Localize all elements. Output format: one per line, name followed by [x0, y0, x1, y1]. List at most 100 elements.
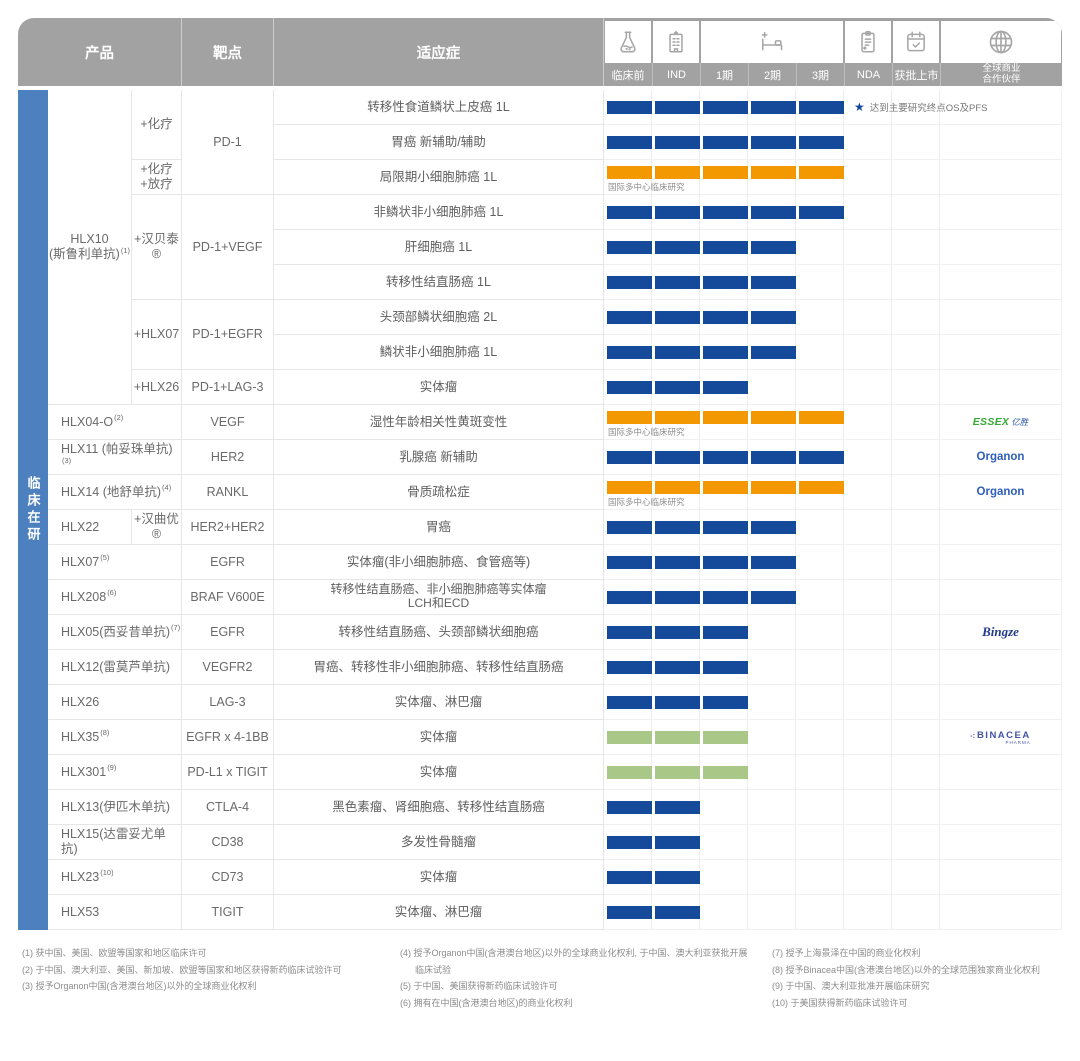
indication-cell: 湿性年龄相关性黄斑变性 — [274, 405, 604, 440]
bar-note: 国际多中心临床研究 — [608, 427, 685, 437]
product-cell: HLX35(8) — [48, 720, 182, 755]
phase-label-nda: NDA — [844, 63, 892, 86]
bar-segment — [751, 276, 796, 289]
phase-track — [604, 650, 940, 685]
header-target-col: 靶点 — [182, 18, 274, 86]
phase-label-p1: 1期 — [700, 63, 748, 86]
bar-segment — [751, 136, 796, 149]
indication-cell: 实体瘤 — [274, 755, 604, 790]
bar-note: 国际多中心临床研究 — [608, 182, 685, 192]
header-product-col: 产品 — [18, 18, 182, 86]
bar-segment — [751, 411, 796, 424]
pipeline-bar — [607, 451, 847, 464]
bar-segment — [607, 451, 652, 464]
bar-segment — [655, 276, 700, 289]
bar-segment — [655, 836, 700, 849]
global-partner-globe-icon — [941, 21, 1061, 63]
indication-cell: 非鳞状非小细胞肺癌 1L — [274, 195, 604, 230]
bar-segment — [703, 311, 748, 324]
pipeline-bar — [607, 241, 799, 254]
bar-segment — [655, 481, 700, 494]
product-cell: HLX208(6) — [48, 580, 182, 615]
footnote: (3) 授予Organon中国(含港澳台地区)以外的全球商业化权利 — [22, 981, 257, 992]
table-header: 产品 靶点 适应症 临床前 IND 1期 — [18, 18, 1062, 86]
phase-track — [604, 510, 940, 545]
partner-logo-bingze: Bingze — [940, 615, 1062, 650]
indication-cell: 转移性结直肠癌、非小细胞肺癌等实体瘤 LCH和ECD — [274, 580, 604, 615]
indication-cell: 胃癌、转移性非小细胞肺癌、转移性结直肠癌 — [274, 650, 604, 685]
product-cell: HLX12(雷莫芦单抗) — [48, 650, 182, 685]
bar-segment — [799, 166, 844, 179]
bar-segment — [607, 871, 652, 884]
bar-segment — [703, 696, 748, 709]
pipeline-bar — [607, 696, 751, 709]
target-cell: EGFR — [182, 545, 274, 580]
pipeline-bar — [607, 871, 703, 884]
indication-cell: 局限期小细胞肺癌 1L — [274, 160, 604, 195]
product-cell: HLX26 — [48, 685, 182, 720]
indication-cell: 实体瘤(非小细胞肺癌、食管癌等) — [274, 545, 604, 580]
partner-logo-essex: ESSEX 亿胜 — [940, 405, 1062, 440]
target-cell: VEGF — [182, 405, 274, 440]
phase-track — [604, 895, 940, 930]
bar-segment — [703, 451, 748, 464]
bar-segment — [799, 411, 844, 424]
phase-track — [604, 335, 940, 370]
footnote: (5) 于中国、美国获得新药临床试验许可 — [400, 981, 558, 992]
pipeline-bar — [607, 381, 751, 394]
indication-cell: 乳腺癌 新辅助 — [274, 440, 604, 475]
target-cell: PD-1+VEGF — [182, 195, 274, 300]
product-cell: HLX22 — [48, 510, 132, 545]
bar-segment — [607, 311, 652, 324]
pipeline-bar — [607, 836, 703, 849]
bar-segment — [751, 521, 796, 534]
footnote: (9) 于中国、澳大利亚批准开展临床研究 — [772, 981, 930, 992]
bar-segment — [655, 241, 700, 254]
product-cell: HLX05(西妥昔单抗)(7) — [48, 615, 182, 650]
phase-label-approved: 获批上市 — [892, 63, 940, 86]
bar-segment — [703, 521, 748, 534]
target-cell: LAG-3 — [182, 685, 274, 720]
nda-clipboard-icon — [845, 21, 891, 63]
bar-segment — [655, 311, 700, 324]
bar-segment — [607, 906, 652, 919]
bar-segment — [607, 411, 652, 424]
bar-segment — [655, 206, 700, 219]
bar-segment — [607, 556, 652, 569]
phase-track — [604, 300, 940, 335]
footnote: (4) 授予Organon中国(含港澳台地区)以外的全球商业化权利, 于中国、澳… — [400, 948, 748, 975]
phase-label-ind: IND — [652, 63, 700, 86]
bar-segment — [607, 661, 652, 674]
combo-cell: +汉贝泰® — [132, 195, 182, 300]
bar-segment — [799, 101, 844, 114]
pipeline-bar — [607, 906, 703, 919]
phase-track — [604, 370, 940, 405]
partner-cell — [940, 160, 1062, 195]
bar-segment — [799, 481, 844, 494]
bar-segment — [751, 481, 796, 494]
milestone-star-icon: ★ — [854, 100, 865, 114]
bar-segment — [703, 241, 748, 254]
partner-cell — [940, 300, 1062, 335]
indication-cell: 实体瘤 — [274, 720, 604, 755]
footnote: (6) 拥有在中国(含港澳台地区)的商业化权利 — [400, 997, 573, 1008]
phase-icon-row — [604, 18, 1062, 63]
pipeline-bar — [607, 101, 847, 114]
combo-cell: +汉曲优® — [132, 510, 182, 545]
sidebar-clinical-stage: 临床在研 — [18, 90, 48, 930]
partner-cell — [940, 895, 1062, 930]
bar-segment — [655, 696, 700, 709]
phase-track — [604, 230, 940, 265]
product-cell: HLX11 (帕妥珠单抗)(3) — [48, 440, 182, 475]
bar-segment — [607, 481, 652, 494]
bar-segment — [655, 136, 700, 149]
bar-segment — [703, 411, 748, 424]
product-cell: HLX13(伊匹木单抗) — [48, 790, 182, 825]
footnote: (7) 授予上海景泽在中国的商业化权利 — [772, 948, 921, 958]
partner-column-label: 全球商业 合作伙伴 — [940, 63, 1062, 86]
bar-segment — [703, 136, 748, 149]
bar-segment — [751, 346, 796, 359]
target-cell: CD73 — [182, 860, 274, 895]
pipeline-bar — [607, 206, 847, 219]
indication-cell: 鳞状非小细胞肺癌 1L — [274, 335, 604, 370]
